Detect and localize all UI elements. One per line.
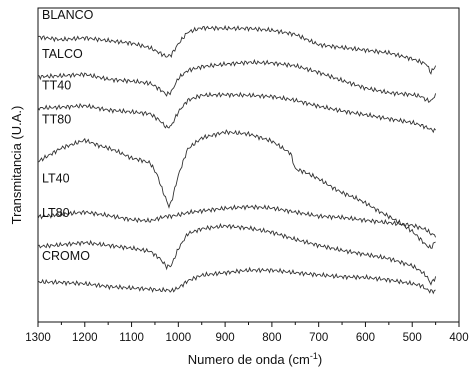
series-line-talco (37, 58, 437, 103)
series-label-talco: TALCO (42, 47, 83, 61)
x-tick-label-1200: 1200 (72, 332, 98, 344)
y-axis-title: Transmitancia (U.A.) (9, 106, 24, 225)
x-tick-label-1300: 1300 (25, 332, 51, 344)
series-label-lt40: LT40 (42, 171, 70, 185)
x-tick-label-1000: 1000 (166, 332, 192, 344)
series-line-lt40 (37, 204, 437, 238)
x-tick-label-1100: 1100 (119, 332, 144, 344)
series-line-tt40 (37, 91, 436, 134)
x-axis: 1300 1200 1100 1000 900 800 700 600 500 400 (25, 322, 469, 344)
series-label-cromo: CROMO (42, 249, 90, 263)
x-tick-label-700: 700 (309, 332, 328, 344)
series-label-tt40: TT40 (42, 79, 71, 93)
plot-area-frame (37, 7, 460, 323)
x-axis-title-superscript: -1 (310, 351, 318, 361)
series-label-lt80: LT80 (42, 206, 70, 220)
series-line-tt80 (37, 129, 436, 249)
x-tick-label-900: 900 (216, 332, 235, 344)
series-layer (37, 24, 437, 295)
series-line-lt80 (37, 222, 437, 286)
series-line-blanco (37, 24, 437, 75)
series-line-cromo (37, 266, 436, 295)
x-axis-title: Numero de onda (cm-1) (188, 351, 322, 367)
series-label-blanco: BLANCO (42, 8, 94, 22)
x-tick-label-600: 600 (356, 332, 375, 344)
series-label-tt80: TT80 (42, 113, 71, 127)
x-tick-label-400: 400 (449, 332, 468, 344)
series-labels-layer: BLANCO TALCO TT40 TT80 LT40 LT80 CROMO (42, 8, 94, 263)
x-tick-label-500: 500 (403, 332, 422, 344)
x-tick-label-800: 800 (262, 332, 281, 344)
